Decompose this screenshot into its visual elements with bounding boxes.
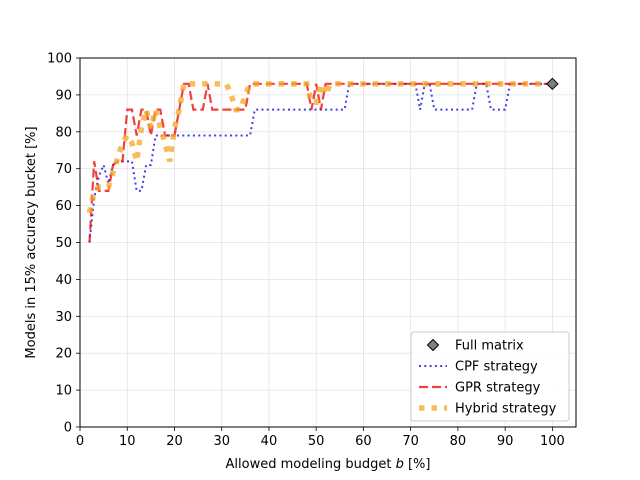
plot-series: [86, 75, 559, 243]
x-tick-label: 50: [308, 434, 325, 449]
x-tick-label: 0: [76, 434, 84, 449]
x-tick-label: 70: [402, 434, 419, 449]
gpr-strategy-line: [88, 82, 553, 243]
y-axis-label: Models in 15% accuracy bucket [%]: [24, 126, 39, 358]
y-tick-label: 20: [55, 347, 72, 362]
legend: Full matrix CPF strategy GPR strategy Hybri…: [410, 331, 570, 422]
legend-box: [410, 331, 570, 422]
legend-label-cpf-strategy: CPF strategy: [455, 360, 538, 375]
y-tick-label: 10: [55, 384, 72, 399]
y-tick-label: 90: [55, 88, 72, 103]
x-axis-label-suffix: [%]: [404, 457, 431, 472]
x-axis-label-variable: b: [396, 457, 404, 472]
full-matrix-marker: [546, 77, 559, 91]
y-tick-label: 40: [55, 273, 72, 288]
legend-swatch-full-matrix: [426, 338, 440, 352]
x-tick-label: 20: [166, 434, 183, 449]
y-tick-label: 70: [55, 162, 72, 177]
x-axis-label-prefix: Allowed modeling budget: [226, 457, 396, 472]
y-tick-label: 100: [47, 52, 72, 67]
legend-label-full-matrix: Full matrix: [455, 339, 524, 354]
y-tick-label: 50: [55, 236, 72, 251]
x-tick-label: 80: [450, 434, 467, 449]
legend-label-hybrid-strategy: Hybrid strategy: [455, 402, 557, 417]
y-tick-label: 80: [55, 125, 72, 140]
x-tick-label: 100: [540, 434, 565, 449]
axis-ticks: 0 10 20 30 40 50 60 70 80 90 100 0 10 20 30 40 50 60 70 80 9…: [47, 52, 565, 450]
y-tick-label: 0: [64, 421, 72, 436]
hybrid-strategy-line: [86, 75, 553, 214]
legend-label-gpr-strategy: GPR strategy: [455, 381, 541, 396]
x-tick-label: 30: [213, 434, 230, 449]
y-tick-label: 30: [55, 310, 72, 325]
x-tick-label: 90: [497, 434, 514, 449]
x-axis-label: Allowed modeling budget b [%]: [226, 457, 431, 472]
y-tick-label: 60: [55, 199, 72, 214]
x-tick-label: 60: [355, 434, 372, 449]
x-tick-label: 40: [261, 434, 278, 449]
x-tick-label: 10: [119, 434, 136, 449]
